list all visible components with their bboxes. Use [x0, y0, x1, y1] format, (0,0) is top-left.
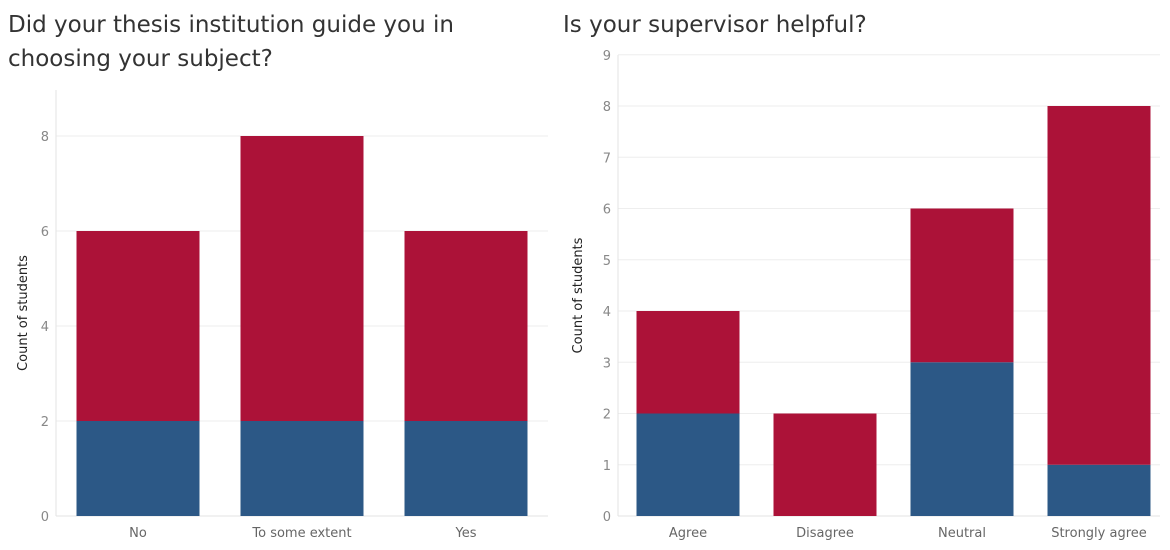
bar-segment-red	[910, 208, 1014, 363]
y-axis-title: Count of students	[571, 237, 586, 353]
bar-chart-right: 0 1 2 3 4 5 6 7 8 9 Agree Disagree Neutral Strongly a…	[571, 49, 1160, 541]
y-tick-label: 0	[603, 510, 611, 525]
category-label: Disagree	[796, 526, 854, 541]
chart-title: Did your thesis institution guide you in…	[8, 12, 454, 72]
bar-segment-blue	[240, 421, 364, 516]
bar-segment-red	[1047, 106, 1151, 465]
category-label: Strongly agree	[1051, 526, 1147, 541]
y-tick-label: 5	[603, 254, 611, 269]
bar-segment-red	[636, 311, 740, 414]
y-tick-label: 9	[603, 49, 611, 64]
y-tick-label: 6	[603, 203, 611, 218]
y-tick-label: 8	[41, 130, 49, 145]
bar-segment-red	[76, 231, 200, 421]
y-tick-label: 8	[603, 100, 611, 115]
y-tick-label: 4	[603, 305, 611, 320]
chart-panel-right: Is your supervisor helpful? 0 1 2 3 4 5 6 7 8 9 Ag…	[560, 0, 1170, 550]
y-tick-label: 7	[603, 151, 611, 166]
bar-segment-blue	[636, 413, 740, 516]
category-label: Neutral	[938, 526, 986, 541]
category-label: Agree	[669, 526, 707, 541]
chart-title: Is your supervisor helpful?	[563, 12, 867, 38]
chart-panel-left: Did your thesis institution guide you in…	[0, 0, 560, 550]
y-tick-label: 2	[41, 415, 49, 430]
bar-segment-red	[240, 136, 364, 421]
category-label: No	[129, 526, 147, 541]
y-tick-label: 3	[603, 356, 611, 371]
category-label: To some extent	[251, 526, 351, 541]
y-tick-label: 6	[41, 225, 49, 240]
bar-segment-blue	[404, 421, 528, 516]
y-tick-label: 0	[41, 510, 49, 525]
bar-segment-red	[773, 413, 877, 516]
category-label: Yes	[455, 526, 477, 541]
y-tick-label: 4	[41, 320, 49, 335]
y-axis-title: Count of students	[16, 255, 31, 371]
bar-segment-blue	[1047, 464, 1151, 516]
y-tick-label: 1	[603, 459, 611, 474]
bar-segment-blue	[76, 421, 200, 516]
y-tick-label: 2	[603, 408, 611, 423]
bar-chart-left: 0 2 4 6 8 No To some extent Yes Count of student…	[16, 90, 548, 541]
bar-segment-red	[404, 231, 528, 421]
bar-segment-blue	[910, 362, 1014, 516]
